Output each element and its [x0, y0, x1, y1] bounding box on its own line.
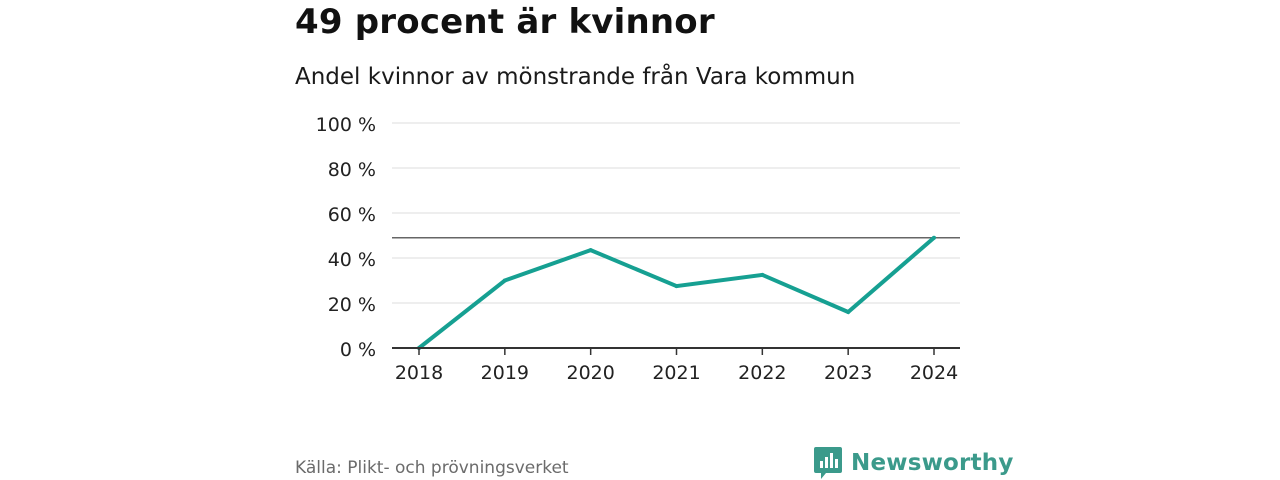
x-tick-label: 2019	[481, 362, 529, 384]
x-tick-label: 2018	[395, 362, 443, 384]
data-point	[846, 310, 851, 314]
data-point	[932, 235, 936, 240]
data-point	[502, 278, 507, 283]
series-layer	[417, 235, 936, 350]
y-tick-label: 20 %	[328, 294, 376, 316]
brand-name: Newsworthy	[851, 450, 1014, 476]
bar-chart-icon	[814, 447, 842, 479]
x-tick-label: 2024	[910, 362, 958, 384]
data-point	[674, 284, 679, 289]
x-tick-label: 2023	[824, 362, 872, 384]
chart-subtitle: Andel kvinnor av mönstrande från Vara ko…	[295, 64, 856, 90]
chart-title: 49 procent är kvinnor	[295, 2, 715, 42]
y-tick-label: 80 %	[328, 159, 376, 181]
data-point	[588, 248, 593, 253]
y-axis-tick-labels: 0 % 20 % 40 % 60 % 80 % 100 %	[316, 114, 376, 361]
y-tick-label: 0 %	[340, 339, 376, 361]
y-tick-label: 100 %	[316, 114, 376, 136]
x-tick-label: 2022	[738, 362, 786, 384]
series-line-0	[417, 236, 936, 350]
source-note: Källa: Plikt- och prövningsverket	[295, 458, 569, 478]
grid-lines	[392, 122, 960, 304]
x-tick-label: 2021	[652, 362, 700, 384]
x-tick-label: 2020	[566, 362, 614, 384]
data-point	[760, 272, 765, 277]
x-axis: 2018 2019 2020 2021 2022 2023 2024	[392, 347, 960, 384]
y-tick-label: 60 %	[328, 204, 376, 226]
y-tick-label: 40 %	[328, 249, 376, 271]
newsworthy-logo: Newsworthy	[814, 446, 1014, 480]
